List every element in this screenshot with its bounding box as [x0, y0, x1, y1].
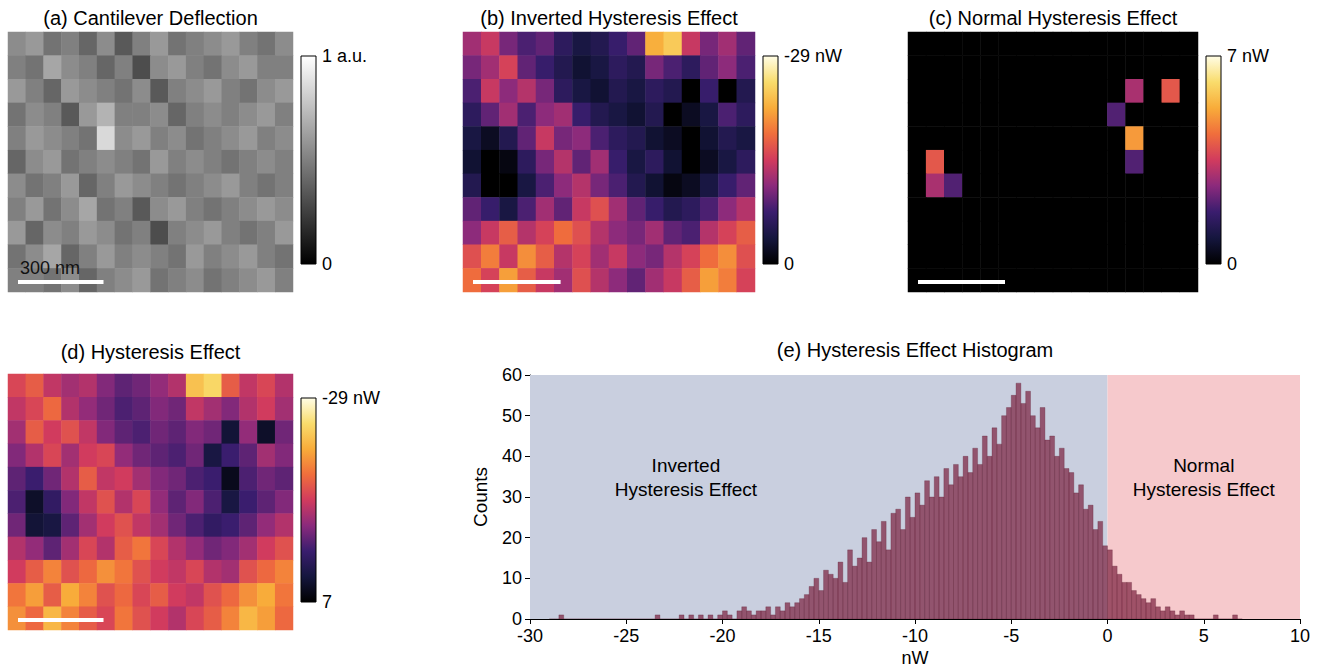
svg-text:Inverted: Inverted	[652, 455, 721, 476]
svg-text:5: 5	[1199, 626, 1209, 646]
svg-text:7 nW: 7 nW	[1227, 46, 1269, 66]
svg-text:1 a.u.: 1 a.u.	[322, 46, 367, 66]
svg-text:60: 60	[502, 365, 522, 385]
svg-text:-20: -20	[709, 626, 735, 646]
svg-text:nW: nW	[902, 648, 929, 668]
svg-text:-25: -25	[613, 626, 639, 646]
svg-text:0: 0	[784, 254, 794, 274]
svg-text:-30: -30	[517, 626, 543, 646]
svg-text:0: 0	[1227, 254, 1237, 274]
svg-text:10: 10	[502, 568, 522, 588]
svg-text:10: 10	[1290, 626, 1310, 646]
svg-text:Counts: Counts	[470, 467, 491, 527]
svg-text:-15: -15	[806, 626, 832, 646]
svg-text:-29 nW: -29 nW	[784, 46, 842, 66]
svg-text:0: 0	[512, 609, 522, 629]
svg-text:(b) Inverted Hysteresis Effect: (b) Inverted Hysteresis Effect	[480, 7, 738, 29]
svg-text:0: 0	[1102, 626, 1112, 646]
svg-text:0: 0	[322, 254, 332, 274]
svg-text:Hysteresis Effect: Hysteresis Effect	[615, 479, 758, 500]
svg-text:40: 40	[502, 446, 522, 466]
svg-text:Normal: Normal	[1173, 455, 1234, 476]
svg-text:50: 50	[502, 406, 522, 426]
svg-text:(c) Normal Hysteresis Effect: (c) Normal Hysteresis Effect	[929, 7, 1178, 29]
svg-text:-5: -5	[1003, 626, 1019, 646]
svg-text:(a) Cantilever Deflection: (a) Cantilever Deflection	[43, 7, 258, 29]
svg-text:20: 20	[502, 528, 522, 548]
svg-text:300 nm: 300 nm	[20, 258, 80, 278]
svg-text:Hysteresis Effect: Hysteresis Effect	[1133, 479, 1276, 500]
svg-text:30: 30	[502, 487, 522, 507]
svg-text:-10: -10	[902, 626, 928, 646]
svg-text:(d) Hysteresis Effect: (d) Hysteresis Effect	[61, 341, 241, 363]
svg-text:(e) Hysteresis Effect Histogra: (e) Hysteresis Effect Histogram	[777, 339, 1053, 361]
svg-text:-29 nW: -29 nW	[322, 388, 380, 408]
svg-text:7: 7	[322, 592, 332, 612]
